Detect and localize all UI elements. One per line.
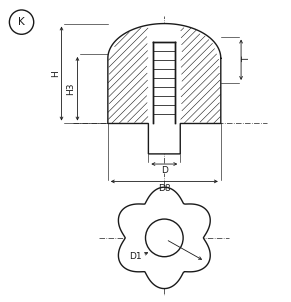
Text: H3: H3 bbox=[67, 82, 76, 95]
Text: D8: D8 bbox=[158, 184, 171, 193]
Text: K: K bbox=[18, 17, 25, 27]
Text: H: H bbox=[51, 70, 60, 77]
Text: D1: D1 bbox=[129, 252, 141, 261]
Circle shape bbox=[146, 219, 183, 257]
Polygon shape bbox=[108, 24, 221, 154]
Text: D: D bbox=[161, 166, 168, 175]
Polygon shape bbox=[118, 187, 210, 288]
Text: T: T bbox=[242, 57, 251, 63]
Polygon shape bbox=[153, 42, 175, 124]
